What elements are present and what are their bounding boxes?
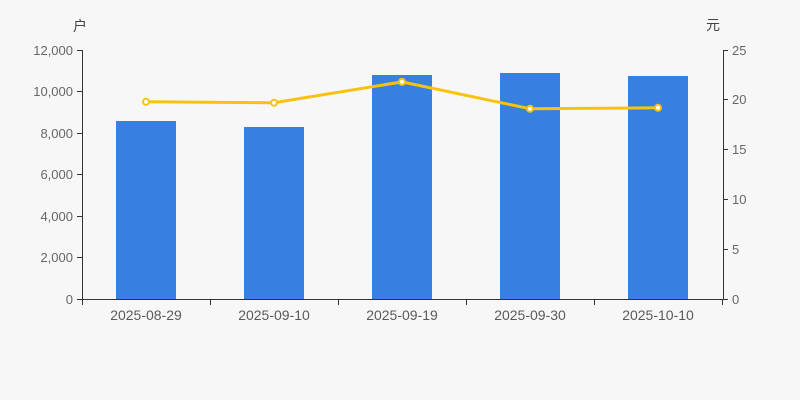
x-axis-tick	[722, 300, 723, 305]
right-axis-tick-label: 20	[732, 92, 747, 108]
x-axis-tick	[466, 300, 467, 305]
left-axis-tick	[77, 174, 82, 175]
right-axis-tick	[723, 149, 728, 151]
plot-area	[82, 50, 724, 300]
line-series-path	[145, 80, 659, 111]
left-axis-tick	[77, 257, 82, 258]
left-axis-tick-label: 2,000	[40, 250, 73, 265]
line-point-2025-10-10[interactable]	[654, 103, 662, 112]
left-axis-tick	[77, 215, 82, 217]
right-axis-tick	[723, 298, 728, 300]
left-axis-tick-label: 10,000	[33, 84, 73, 99]
bar-2025-09-10[interactable]	[244, 126, 304, 299]
right-axis-tick	[723, 248, 728, 250]
bar-2025-09-19[interactable]	[372, 74, 432, 299]
left-axis-tick	[77, 132, 82, 134]
left-axis-tick	[77, 298, 82, 300]
right-axis-tick-label: 10	[732, 191, 747, 207]
right-axis-unit-label: 元	[706, 17, 720, 33]
x-axis-tick	[82, 300, 83, 305]
x-axis-category-label: 2025-08-29	[110, 307, 182, 323]
bar-2025-08-29[interactable]	[116, 120, 176, 299]
x-axis-category-label: 2025-10-10	[622, 307, 694, 323]
x-axis-tick	[338, 300, 339, 305]
left-axis-tick	[77, 49, 82, 51]
right-axis-tick	[723, 49, 728, 51]
right-axis-tick-label: 5	[732, 241, 740, 257]
right-axis-tick-label: 0	[732, 291, 740, 307]
x-axis-category-label: 2025-09-19	[366, 307, 438, 323]
line-point-2025-09-30[interactable]	[526, 104, 534, 113]
line-point-2025-09-10[interactable]	[270, 98, 278, 107]
x-axis-tick	[210, 300, 211, 305]
line-series-layer	[142, 77, 662, 113]
left-axis-tick-label: 8,000	[40, 125, 73, 141]
left-axis-tick	[77, 91, 82, 92]
x-axis-tick	[594, 300, 595, 305]
bar-2025-10-10[interactable]	[628, 75, 688, 299]
line-point-2025-08-29[interactable]	[142, 97, 150, 106]
line-point-2025-09-19[interactable]	[398, 77, 406, 86]
right-axis-tick-label: 15	[732, 142, 747, 158]
left-axis-tick-label: 6,000	[40, 167, 73, 182]
x-axis-category-label: 2025-09-10	[238, 307, 310, 323]
left-axis-tick-label: 12,000	[33, 42, 73, 58]
left-axis-tick-label: 4,000	[40, 208, 73, 224]
right-axis-tick	[723, 198, 728, 200]
x-axis-category-label: 2025-09-30	[494, 307, 566, 323]
left-axis-tick-label: 0	[65, 291, 73, 307]
left-axis-unit-label: 户	[73, 18, 87, 34]
right-axis-tick	[723, 99, 728, 101]
right-axis-tick-label: 25	[732, 42, 747, 58]
